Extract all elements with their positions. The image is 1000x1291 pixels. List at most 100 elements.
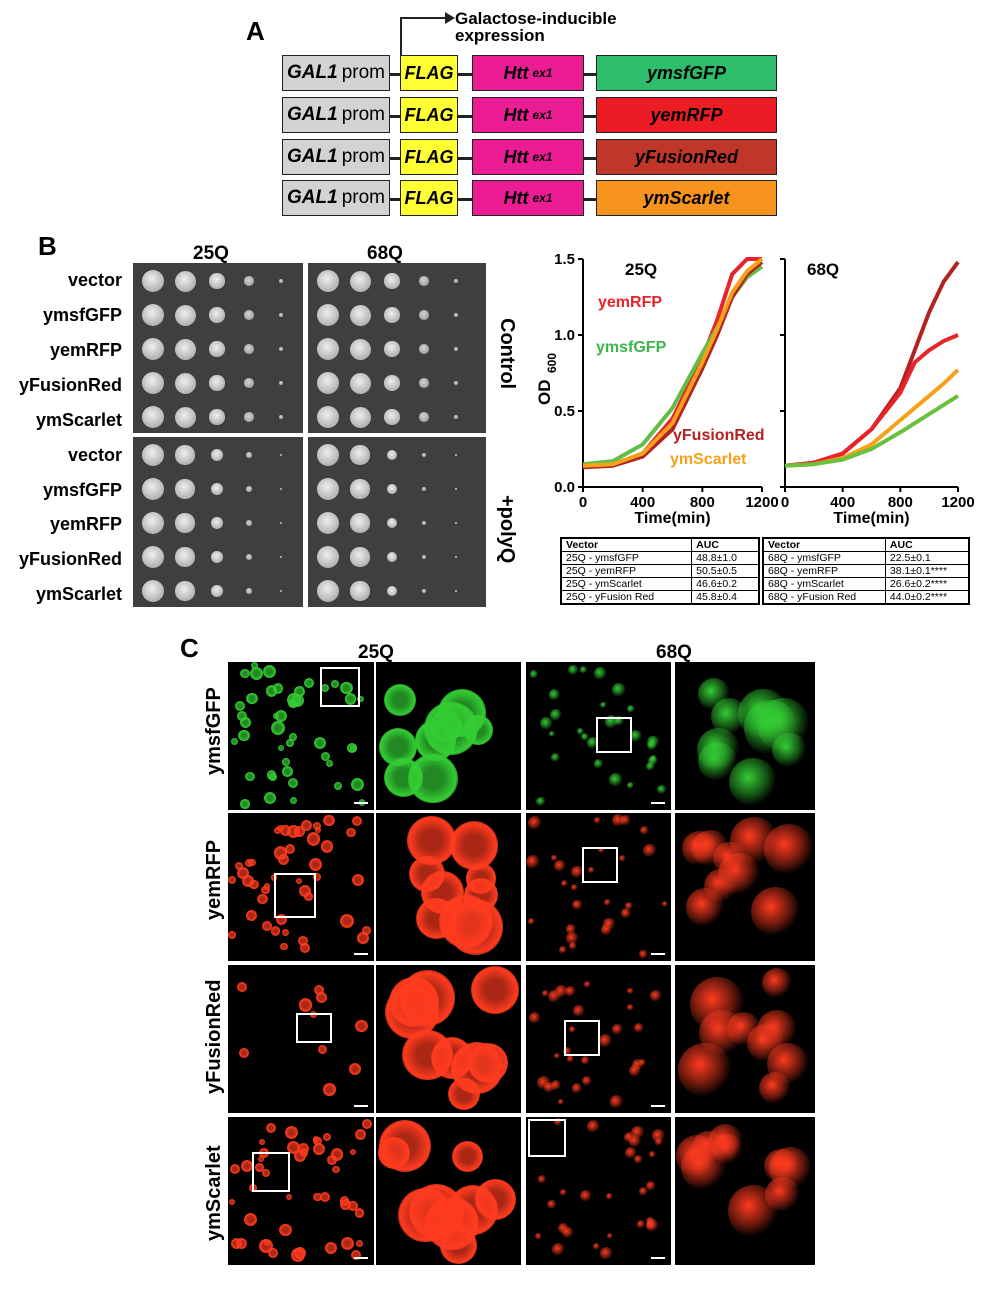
yeast-cell: [536, 796, 546, 807]
yeast-cell: [257, 893, 268, 905]
yeast-spot: [142, 478, 164, 500]
yeast-cell: [600, 924, 613, 936]
table-row: 25Q - yFusion Red 45.8±0.4: [560, 590, 760, 605]
yeast-cell: [350, 1250, 362, 1261]
micro-row-label: yemRFP: [203, 839, 225, 920]
series-line: [582, 257, 764, 468]
x-axis-label: Time(min): [833, 510, 909, 527]
yeast-cell: [236, 867, 249, 880]
micrograph-zoom: [675, 1117, 815, 1265]
yeast-cell: [571, 865, 584, 878]
yeast-cell: [362, 926, 371, 936]
plate-row-label: vector: [67, 445, 122, 465]
yeast-cell: [645, 1181, 657, 1192]
micrograph-zoom: [675, 965, 815, 1113]
yeast-spot: [280, 556, 282, 558]
micro-col-head-25q: 25Q: [358, 642, 394, 663]
yeast-cell: [654, 1138, 663, 1147]
yeast-cell: [626, 781, 634, 789]
yeast-spot: [209, 375, 225, 391]
yeast-spot: [350, 581, 370, 601]
yeast-spot: [317, 304, 339, 326]
micrograph-overview: [526, 1117, 671, 1265]
spot-plate: [308, 437, 486, 607]
yeast-spot: [317, 444, 339, 466]
yeast-cell: [527, 918, 535, 926]
yeast-cell: [600, 1247, 613, 1260]
yeast-cell: [450, 821, 499, 870]
induction-arrow: [400, 12, 455, 56]
yeast-spot: [349, 338, 371, 360]
yeast-cell: [280, 942, 288, 951]
spot-plate: [133, 263, 303, 433]
yeast-cell: [326, 1154, 337, 1165]
yeast-cell: [313, 737, 326, 750]
yeast-cell: [542, 990, 550, 998]
yeast-spot: [384, 273, 400, 289]
yeast-cell: [464, 878, 499, 913]
yeast-cell: [304, 892, 314, 901]
promoter-gene: GAL1: [287, 146, 338, 167]
plate-row-label: yemRFP: [49, 514, 122, 534]
yeast-cell: [415, 897, 457, 939]
yeast-spot: [455, 556, 457, 558]
yeast-cell: [323, 814, 335, 827]
yeast-spot: [244, 344, 254, 354]
yeast-spot: [317, 270, 339, 292]
table-row: 25Q - yemRFP 50.5±0.5: [560, 564, 760, 578]
yeast-spot: [350, 513, 370, 533]
yeast-cell: [609, 773, 624, 788]
yeast-cell: [266, 1123, 276, 1134]
yeast-spot: [278, 346, 284, 352]
yeast-cell: [286, 1193, 293, 1200]
yeast-spot: [384, 341, 400, 357]
plate-col-head-25q: 25Q: [193, 243, 229, 264]
yeast-cell: [350, 777, 365, 792]
yeast-cell: [354, 1208, 365, 1218]
yeast-spot: [386, 483, 398, 495]
yeast-spot: [142, 304, 164, 326]
yeast-cell: [263, 883, 271, 890]
yeast-spot: [211, 449, 223, 461]
yeast-spot: [280, 522, 282, 524]
yeast-cell: [250, 662, 258, 670]
promoter-word: prom: [341, 62, 385, 83]
yeast-spot: [142, 338, 164, 360]
flag-tag-box: FLAG: [400, 180, 458, 216]
yeast-cell: [767, 1042, 810, 1085]
yeast-cell: [764, 1176, 800, 1212]
yeast-cell: [263, 665, 277, 679]
table-row: 25Q - ymsfGFP 48.8±1.0: [560, 551, 760, 565]
yeast-cell: [738, 688, 789, 740]
table-header-row: Vector AUC: [560, 537, 760, 552]
yeast-cell: [557, 1222, 569, 1234]
yeast-cell: [648, 755, 659, 766]
yeast-cell: [321, 751, 331, 762]
yeast-spot: [174, 406, 196, 428]
yeast-cell: [320, 684, 329, 692]
yeast-spot: [278, 278, 284, 284]
yeast-cell: [550, 753, 561, 763]
yeast-cell: [628, 1065, 641, 1078]
yeast-cell: [340, 681, 354, 695]
yeast-spot: [453, 414, 459, 420]
scale-bar: [651, 953, 665, 955]
table-cell: 38.1±0.1****: [884, 564, 970, 578]
yeast-cell: [262, 921, 272, 931]
yeast-spot: [419, 412, 429, 422]
yeast-cell: [627, 704, 636, 713]
yeast-spot: [421, 554, 427, 560]
yeast-spot: [209, 409, 225, 425]
yeast-cell: [351, 874, 364, 887]
flag-tag-box: FLAG: [400, 55, 458, 91]
yeast-spot: [350, 547, 370, 567]
yeast-cell: [550, 1080, 562, 1091]
series-line: [784, 333, 959, 468]
yeast-spot: [209, 273, 225, 289]
y-axis-label-subscript: 600: [545, 353, 559, 373]
yeast-cell: [296, 878, 303, 885]
yeast-spot: [174, 338, 196, 360]
zoom-region-box: [296, 1013, 332, 1043]
yeast-cell: [273, 712, 280, 719]
yeast-cell: [285, 844, 296, 854]
